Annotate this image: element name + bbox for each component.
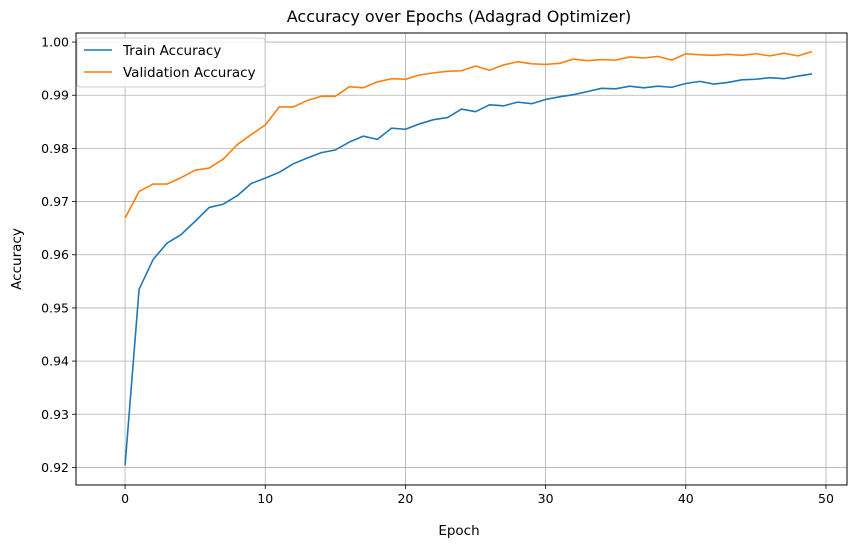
y-tick-label: 1.00 bbox=[41, 35, 69, 50]
series-line-validation-accuracy bbox=[124, 50, 813, 219]
y-tick-label: 0.98 bbox=[41, 141, 69, 156]
series-line-train-accuracy bbox=[124, 73, 813, 466]
x-tick-label: 50 bbox=[818, 491, 834, 506]
x-tick-label: 30 bbox=[538, 491, 554, 506]
x-axis-label: Epoch bbox=[438, 523, 479, 539]
y-tick-label: 0.94 bbox=[41, 354, 69, 369]
y-axis-label: Accuracy bbox=[9, 228, 25, 290]
legend-label: Train Accuracy bbox=[122, 43, 221, 59]
x-tick-label: 20 bbox=[397, 491, 413, 506]
chart-title: Accuracy over Epochs (Adagrad Optimizer) bbox=[287, 7, 632, 26]
series-layer bbox=[124, 50, 813, 466]
y-axis: 0.92 0.93 0.94 0.95 0.96 0.97 0.98 0.99 1.00 bbox=[41, 35, 76, 475]
legend-box bbox=[76, 37, 266, 88]
grid bbox=[76, 33, 847, 485]
x-tick-label: 0 bbox=[121, 491, 129, 506]
x-tick-label: 40 bbox=[678, 491, 694, 506]
y-tick-label: 0.99 bbox=[41, 88, 69, 103]
y-tick-label: 0.97 bbox=[41, 194, 69, 209]
y-tick-label: 0.96 bbox=[41, 247, 69, 262]
y-tick-label: 0.93 bbox=[41, 407, 69, 422]
y-tick-label: 0.95 bbox=[41, 300, 69, 315]
legend-label: Validation Accuracy bbox=[123, 65, 256, 81]
x-axis: 0 10 20 30 40 50 bbox=[121, 485, 834, 506]
legend: Train Accuracy Validation Accuracy bbox=[76, 37, 266, 88]
plot-frame bbox=[75, 32, 848, 486]
x-tick-label: 10 bbox=[257, 491, 273, 506]
y-tick-label: 0.92 bbox=[41, 460, 69, 475]
